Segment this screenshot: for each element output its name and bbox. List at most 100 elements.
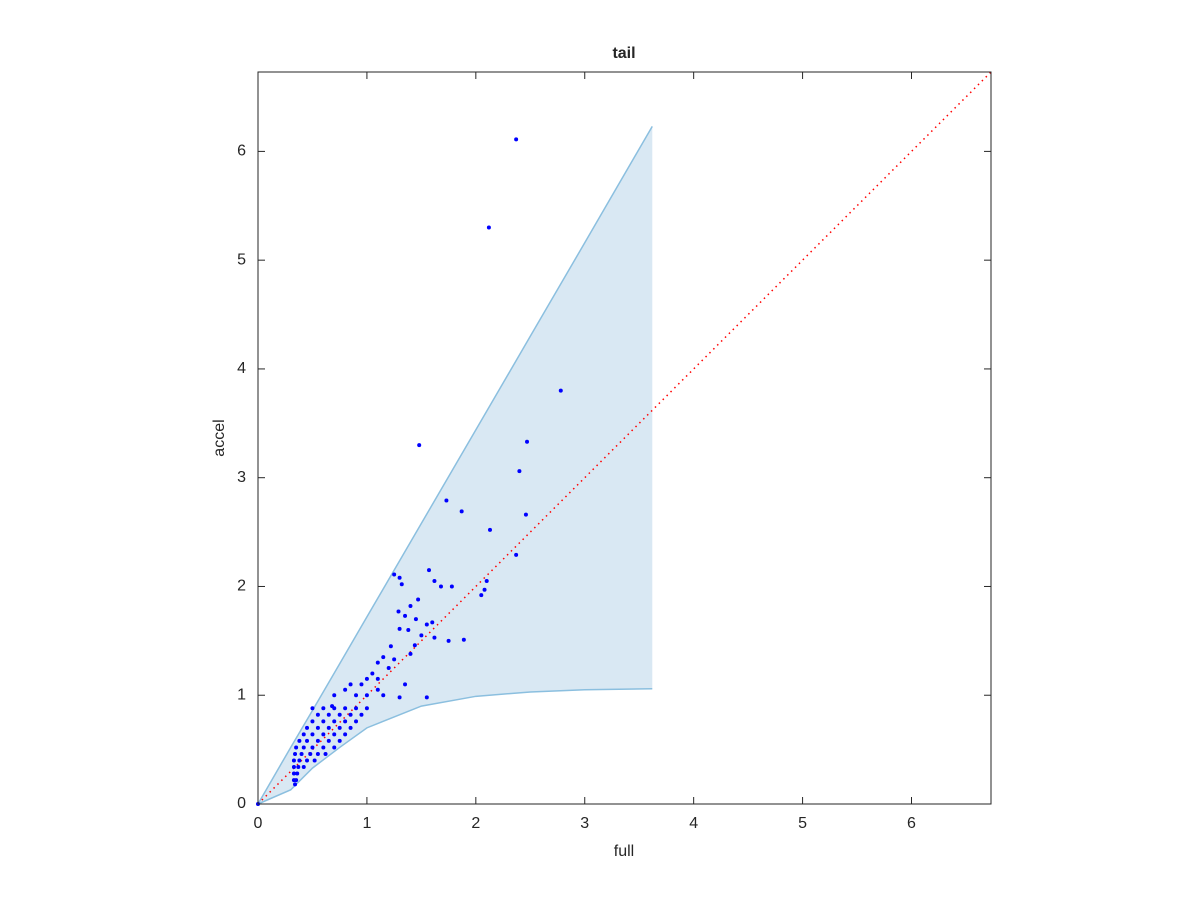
point	[514, 137, 519, 142]
point	[459, 509, 464, 514]
point	[364, 693, 369, 698]
point	[514, 552, 519, 557]
point	[354, 719, 359, 724]
point	[301, 745, 306, 750]
point	[386, 666, 391, 671]
point	[301, 732, 306, 737]
point	[343, 687, 348, 692]
point	[399, 582, 404, 587]
point	[403, 613, 408, 618]
point	[326, 738, 331, 743]
point	[297, 738, 302, 743]
point	[323, 751, 328, 756]
point	[408, 651, 413, 656]
point	[424, 622, 429, 627]
point	[310, 745, 315, 750]
point	[446, 638, 451, 643]
point	[381, 693, 386, 698]
y-tick-label: 4	[237, 360, 246, 377]
y-axis-label: accel	[211, 419, 228, 456]
point	[294, 745, 299, 750]
point	[370, 671, 375, 676]
point	[397, 626, 402, 631]
point	[305, 725, 310, 730]
point	[308, 751, 313, 756]
point	[321, 745, 326, 750]
point	[291, 765, 296, 770]
point	[343, 732, 348, 737]
point	[343, 719, 348, 724]
point	[354, 706, 359, 711]
point	[486, 225, 491, 230]
point	[295, 771, 300, 776]
x-tick-label: 1	[362, 815, 371, 832]
point	[523, 512, 528, 517]
point	[332, 693, 337, 698]
y-tick-label: 5	[237, 251, 246, 268]
band-upper	[257, 126, 653, 805]
point	[417, 443, 422, 448]
point	[326, 725, 331, 730]
point	[332, 706, 337, 711]
point	[413, 617, 418, 622]
point	[305, 758, 310, 763]
x-tick-label: 0	[254, 815, 263, 832]
point	[354, 693, 359, 698]
y-tick-label: 1	[237, 686, 246, 703]
point	[343, 706, 348, 711]
point	[310, 732, 315, 737]
x-axis-label: full	[614, 843, 634, 860]
point	[484, 579, 489, 584]
point	[397, 695, 402, 700]
point	[348, 682, 353, 687]
point	[375, 687, 380, 692]
x-tick-label: 3	[580, 815, 589, 832]
y-tick-label: 3	[237, 469, 246, 486]
y-tick-label: 2	[237, 578, 246, 595]
point	[305, 738, 310, 743]
point	[408, 604, 413, 609]
point	[375, 660, 380, 665]
point	[432, 579, 437, 584]
point	[388, 644, 393, 649]
band-fill	[258, 126, 653, 804]
y-tick-label: 6	[237, 143, 246, 160]
point	[296, 765, 301, 770]
point	[397, 575, 402, 580]
point	[299, 751, 304, 756]
point	[332, 719, 337, 724]
x-tick-label: 4	[689, 815, 698, 832]
point	[558, 388, 563, 393]
point	[487, 527, 492, 532]
point	[332, 732, 337, 737]
point	[294, 778, 299, 783]
point	[517, 469, 522, 474]
point	[293, 782, 298, 787]
axes-box	[257, 71, 992, 805]
point	[348, 725, 353, 730]
point	[337, 738, 342, 743]
point	[444, 498, 449, 503]
point	[332, 745, 337, 750]
point	[461, 637, 466, 642]
point	[412, 643, 417, 648]
point	[424, 695, 429, 700]
point	[337, 725, 342, 730]
point	[392, 657, 397, 662]
x-tick-label: 2	[471, 815, 480, 832]
point	[419, 633, 424, 638]
point	[297, 758, 302, 763]
point	[321, 706, 326, 711]
point	[293, 751, 298, 756]
point	[326, 712, 331, 717]
point	[392, 572, 397, 577]
point	[364, 676, 369, 681]
point	[321, 719, 326, 724]
chart-title: tail	[612, 45, 635, 62]
band-lower	[257, 687, 653, 805]
x-tick-label: 5	[798, 815, 807, 832]
x-tick-label: 6	[907, 815, 916, 832]
point	[321, 732, 326, 737]
